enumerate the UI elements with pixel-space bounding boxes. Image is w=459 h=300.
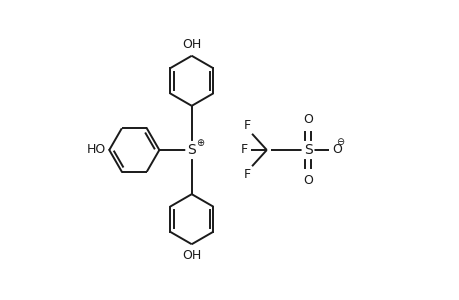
Text: ⊖: ⊖ bbox=[335, 137, 343, 147]
Text: OH: OH bbox=[182, 38, 201, 51]
Text: O: O bbox=[302, 174, 312, 187]
Text: O: O bbox=[331, 143, 341, 157]
Text: S: S bbox=[303, 143, 312, 157]
Text: OH: OH bbox=[182, 249, 201, 262]
Text: ⊕: ⊕ bbox=[196, 138, 204, 148]
Text: HO: HO bbox=[86, 143, 106, 157]
Text: F: F bbox=[243, 168, 250, 181]
Text: O: O bbox=[302, 113, 312, 126]
Text: F: F bbox=[241, 143, 248, 157]
Text: F: F bbox=[243, 119, 250, 132]
Text: S: S bbox=[187, 143, 196, 157]
